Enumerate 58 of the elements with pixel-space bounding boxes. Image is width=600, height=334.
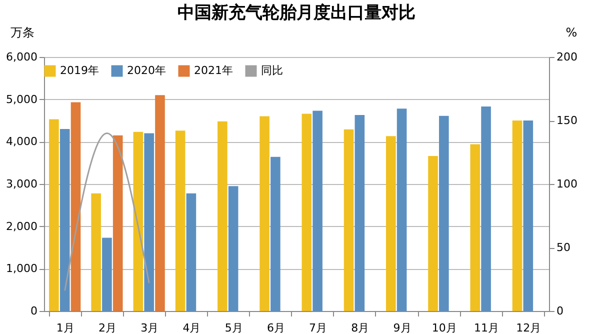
bar: [312, 110, 322, 311]
bar: [175, 130, 186, 311]
bar: [354, 114, 365, 311]
legend-label: 2021年: [194, 64, 233, 77]
bar: [470, 144, 480, 311]
bar: [60, 128, 70, 311]
bar: [396, 108, 407, 311]
bar: [428, 156, 438, 311]
y-tick-label: 3,000: [6, 178, 38, 190]
x-tick-label: 3月: [140, 322, 159, 334]
x-tick-label: 9月: [393, 322, 412, 334]
x-tick-label: 11月: [474, 322, 500, 334]
y-tick-label: 4,000: [6, 135, 38, 148]
bar: [260, 116, 270, 311]
x-tick-label: 12月: [516, 322, 542, 334]
y-tick-label: 5,000: [6, 92, 38, 106]
x-tick-label: 6月: [266, 322, 285, 334]
bar: [102, 238, 112, 311]
bar: [228, 186, 238, 311]
bar: [302, 114, 312, 311]
y-axis-title: 万条: [10, 26, 34, 40]
x-tick-label: 4月: [182, 322, 201, 334]
bar: [512, 120, 522, 311]
x-tick-label: 8月: [351, 322, 370, 334]
bar: [49, 119, 59, 311]
legend-label: 同比: [261, 64, 283, 77]
y2-tick-label: 100: [556, 178, 578, 190]
y2-tick-label: 150: [556, 114, 578, 127]
bar: [186, 193, 196, 311]
bar: [386, 136, 396, 311]
bar: [270, 156, 280, 311]
bar: [439, 116, 449, 311]
bar: [144, 133, 154, 311]
y-tick-label: 0: [30, 304, 38, 318]
x-tick-label: 10月: [432, 322, 457, 334]
y2-axis-title: %: [566, 26, 578, 40]
bar: [344, 129, 354, 311]
bar: [112, 135, 123, 311]
legend-label: 2019年: [60, 64, 99, 77]
y2-tick-label: 50: [556, 241, 570, 254]
x-tick-label: 7月: [309, 322, 328, 334]
y2-tick-label: 0: [556, 304, 564, 318]
x-tick-label: 1月: [56, 322, 74, 334]
y-tick-label: 1,000: [6, 262, 38, 276]
y-tick-label: 2,000: [6, 220, 38, 233]
bar: [218, 121, 228, 311]
bar: [155, 95, 165, 311]
bar: [523, 120, 534, 311]
x-tick-label: 2月: [98, 322, 116, 334]
chart-title: 中国新充气轮胎月度出口量对比: [178, 3, 416, 23]
bar: [91, 193, 101, 311]
y-tick-label: 6,000: [6, 50, 38, 64]
y2-tick-label: 200: [556, 50, 578, 64]
x-tick-label: 5月: [224, 322, 243, 334]
legend-label: 2020年: [127, 64, 166, 77]
bar: [133, 132, 144, 311]
bar: [70, 102, 81, 311]
bar: [481, 106, 491, 311]
